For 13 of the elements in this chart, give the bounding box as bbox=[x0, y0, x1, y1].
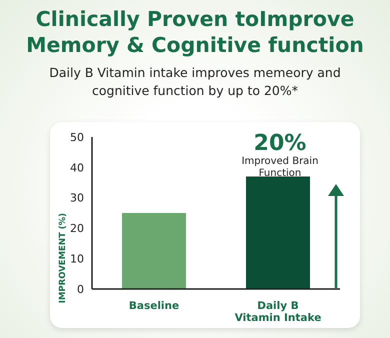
x-tick-label: Baseline bbox=[128, 300, 180, 312]
y-axis-title: IMPROVEMENT (%) bbox=[58, 212, 68, 304]
y-tick-label: 0 bbox=[77, 282, 84, 296]
x-tick-label: Daily B Vitamin Intake bbox=[234, 300, 322, 324]
y-tick-label: 10 bbox=[70, 252, 84, 266]
annotation: Improved Brain Function bbox=[240, 156, 320, 180]
y-tick-label: 20 bbox=[70, 222, 84, 236]
chart-title: Clinically Proven toImprove Memory & Cognitive function bbox=[25, 6, 365, 58]
chart-subtitle: Daily B Vitamin intake improves memeory and cognitive function by up to 20%* bbox=[48, 64, 342, 100]
annotation: 20% bbox=[252, 131, 308, 156]
y-tick-label: 40 bbox=[70, 161, 84, 174]
y-tick-label: 50 bbox=[70, 130, 84, 144]
y-tick-label: 30 bbox=[70, 192, 84, 205]
